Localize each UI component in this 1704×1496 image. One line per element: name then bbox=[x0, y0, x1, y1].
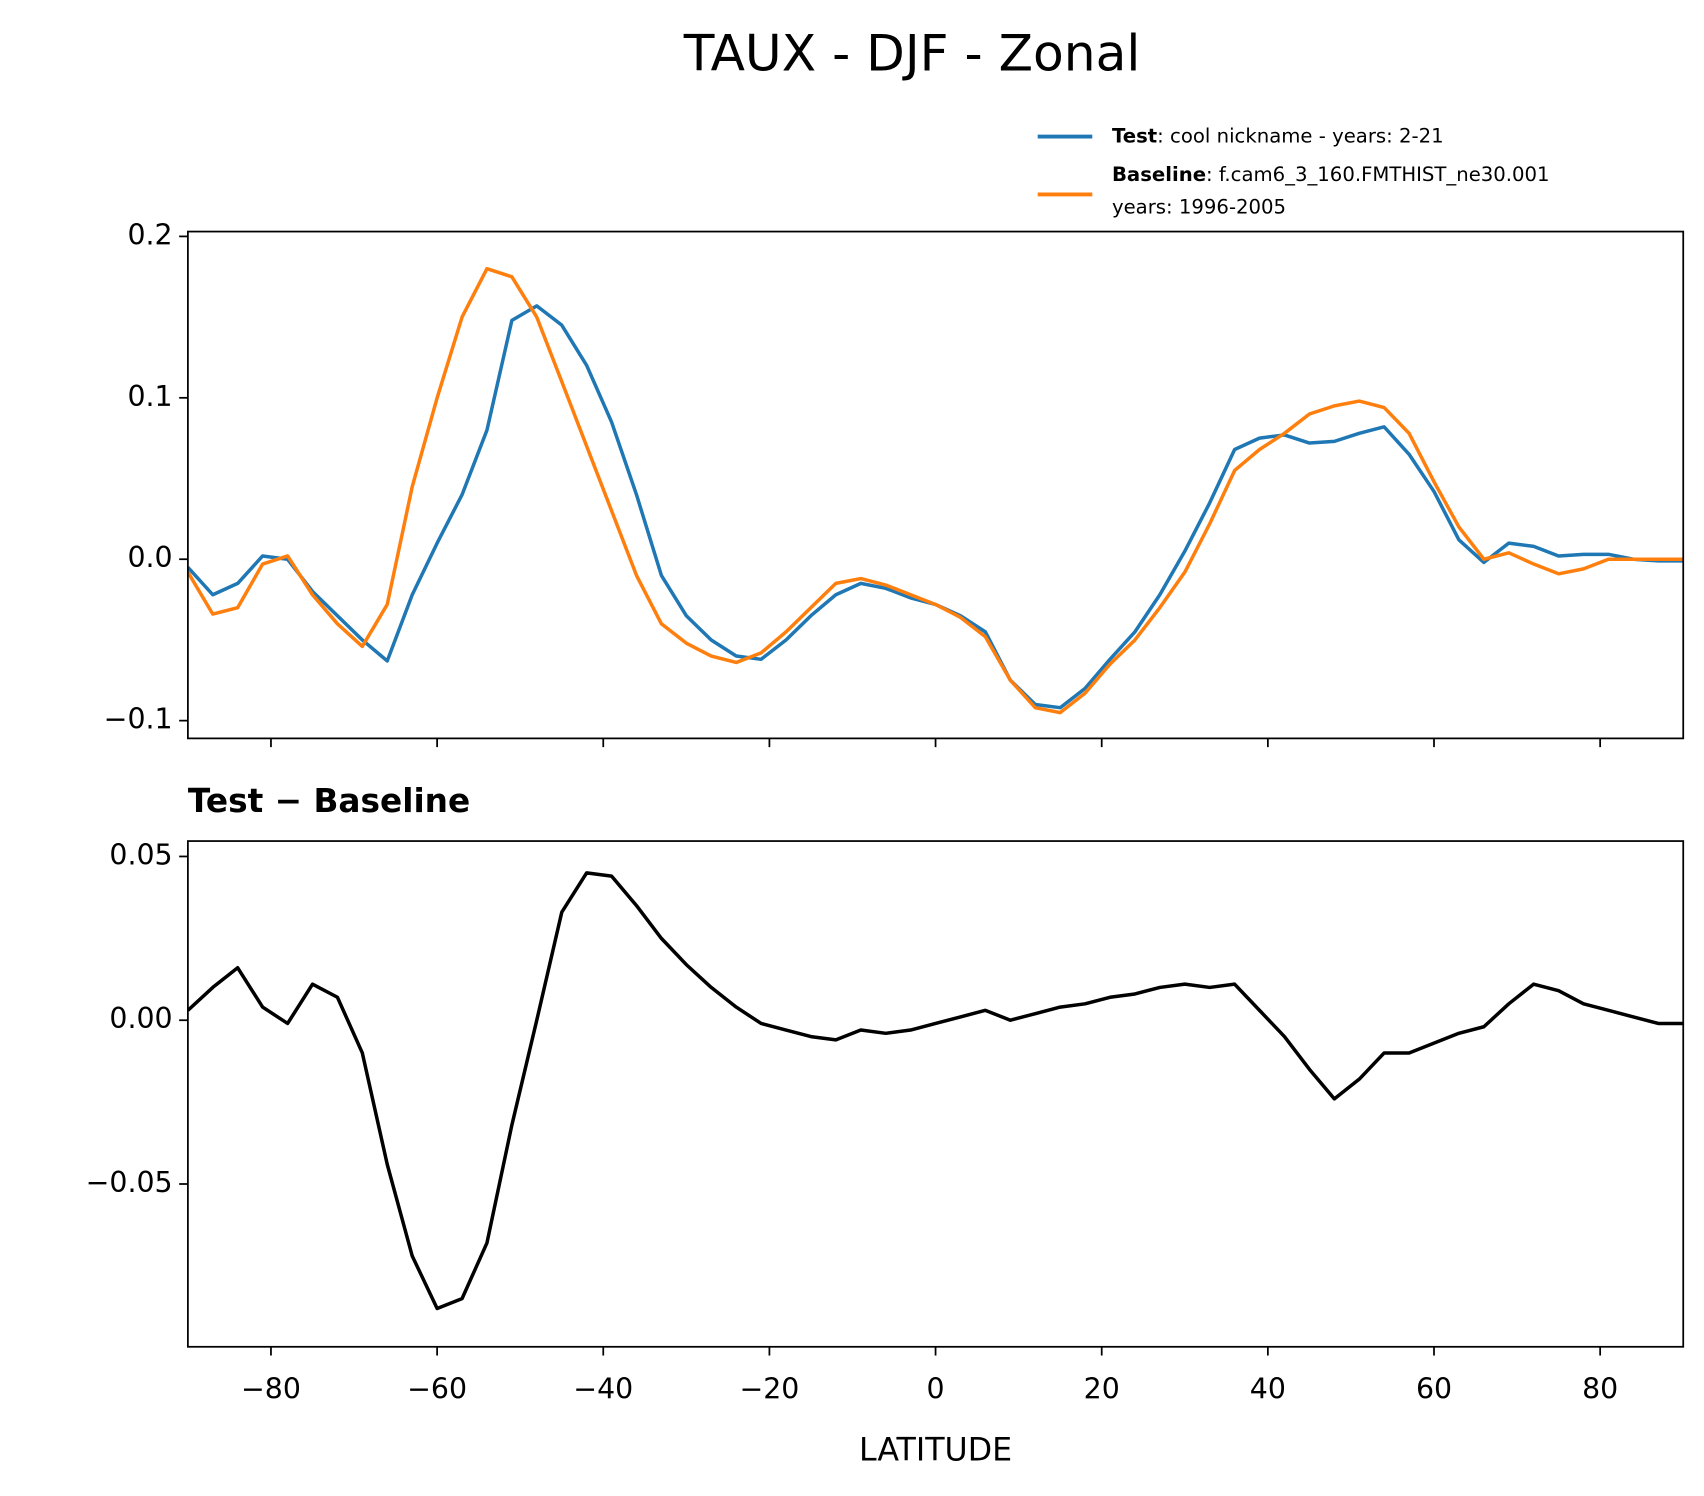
subplot-title: Test − Baseline bbox=[188, 782, 470, 820]
x-tick-label: 40 bbox=[1250, 1372, 1286, 1405]
x-tick-label: 20 bbox=[1084, 1372, 1120, 1405]
x-tick-label: −20 bbox=[739, 1372, 799, 1405]
legend-entry: Test: cool nickname - years: 2-21 bbox=[1112, 124, 1444, 147]
x-tick-label: −60 bbox=[407, 1372, 467, 1405]
legend-name: Baseline bbox=[1112, 162, 1206, 185]
x-tick-label: 80 bbox=[1582, 1372, 1618, 1405]
x-tick-label: 60 bbox=[1416, 1372, 1452, 1405]
legend-text: years: 1996-2005 bbox=[1112, 195, 1286, 218]
y-tick-label: 0.2 bbox=[127, 218, 172, 251]
axes-frame bbox=[187, 230, 1685, 740]
legend-text: : f.cam6_3_160.FMTHIST_ne30.001 bbox=[1206, 162, 1550, 185]
y-tick-label: 0.05 bbox=[109, 838, 172, 871]
x-tick-label: −80 bbox=[241, 1372, 301, 1405]
axes-frame bbox=[187, 840, 1685, 1348]
y-tick-label: −0.1 bbox=[104, 703, 173, 736]
y-tick-label: 0.0 bbox=[127, 541, 172, 574]
x-tick-label: −40 bbox=[573, 1372, 633, 1405]
chart-title: TAUX - DJF - Zonal bbox=[683, 23, 1141, 82]
legend-name: Test bbox=[1112, 124, 1157, 147]
line-series bbox=[187, 304, 1684, 710]
y-tick-label: 0.00 bbox=[109, 1002, 172, 1035]
y-tick-label: 0.1 bbox=[127, 380, 172, 413]
line-series bbox=[187, 871, 1684, 1311]
x-axis-label: LATITUDE bbox=[859, 1433, 1012, 1469]
line-series bbox=[187, 266, 1684, 715]
legend-text: : cool nickname - years: 2-21 bbox=[1157, 124, 1443, 147]
y-tick-label: −0.05 bbox=[86, 1166, 173, 1199]
x-tick-label: 0 bbox=[927, 1372, 945, 1405]
